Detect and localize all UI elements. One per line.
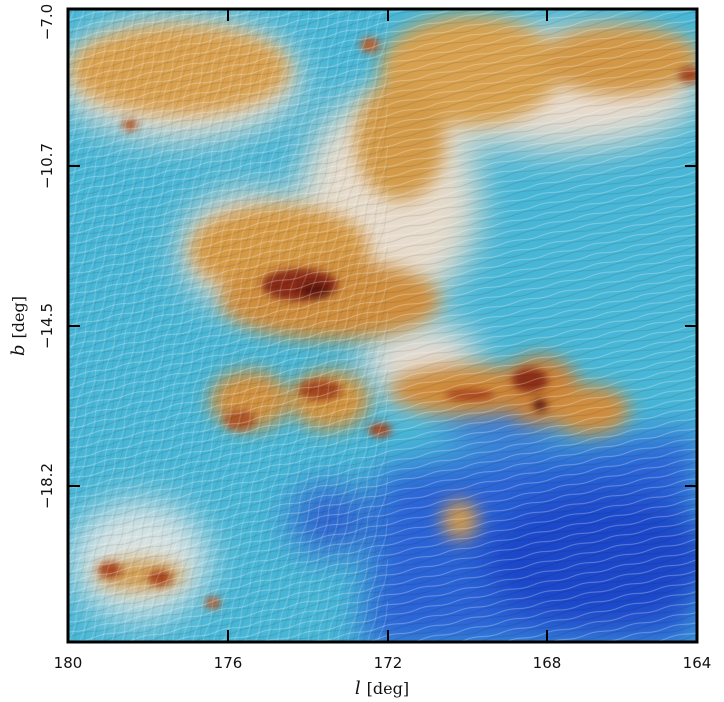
x-axis-symbol: l (355, 678, 361, 699)
y-tick-label: −14.5 (38, 303, 56, 349)
x-tick-label: 164 (683, 654, 712, 672)
x-tick-label: 168 (533, 654, 562, 672)
x-axis-unit: [deg] (367, 679, 409, 698)
x-tick-label: 176 (214, 654, 243, 672)
y-axis-title: b [deg] (8, 296, 29, 356)
x-axis-title: l [deg] (355, 678, 409, 699)
x-tick-labels: 180 176 172 168 164 (54, 654, 712, 672)
y-tick-labels: −7.0 −10.7 −14.5 −18.2 (38, 4, 56, 509)
x-tick-marks (67, 9, 698, 642)
y-tick-label: −10.7 (38, 143, 56, 189)
y-tick-label: −7.0 (38, 4, 56, 40)
y-axis-symbol: b (8, 344, 29, 356)
y-axis-unit: [deg] (9, 296, 28, 338)
x-tick-label: 172 (374, 654, 403, 672)
y-tick-label: −18.2 (38, 463, 56, 509)
x-tick-label: 180 (54, 654, 83, 672)
y-tick-marks (68, 165, 697, 487)
heatmap-image (68, 9, 697, 642)
